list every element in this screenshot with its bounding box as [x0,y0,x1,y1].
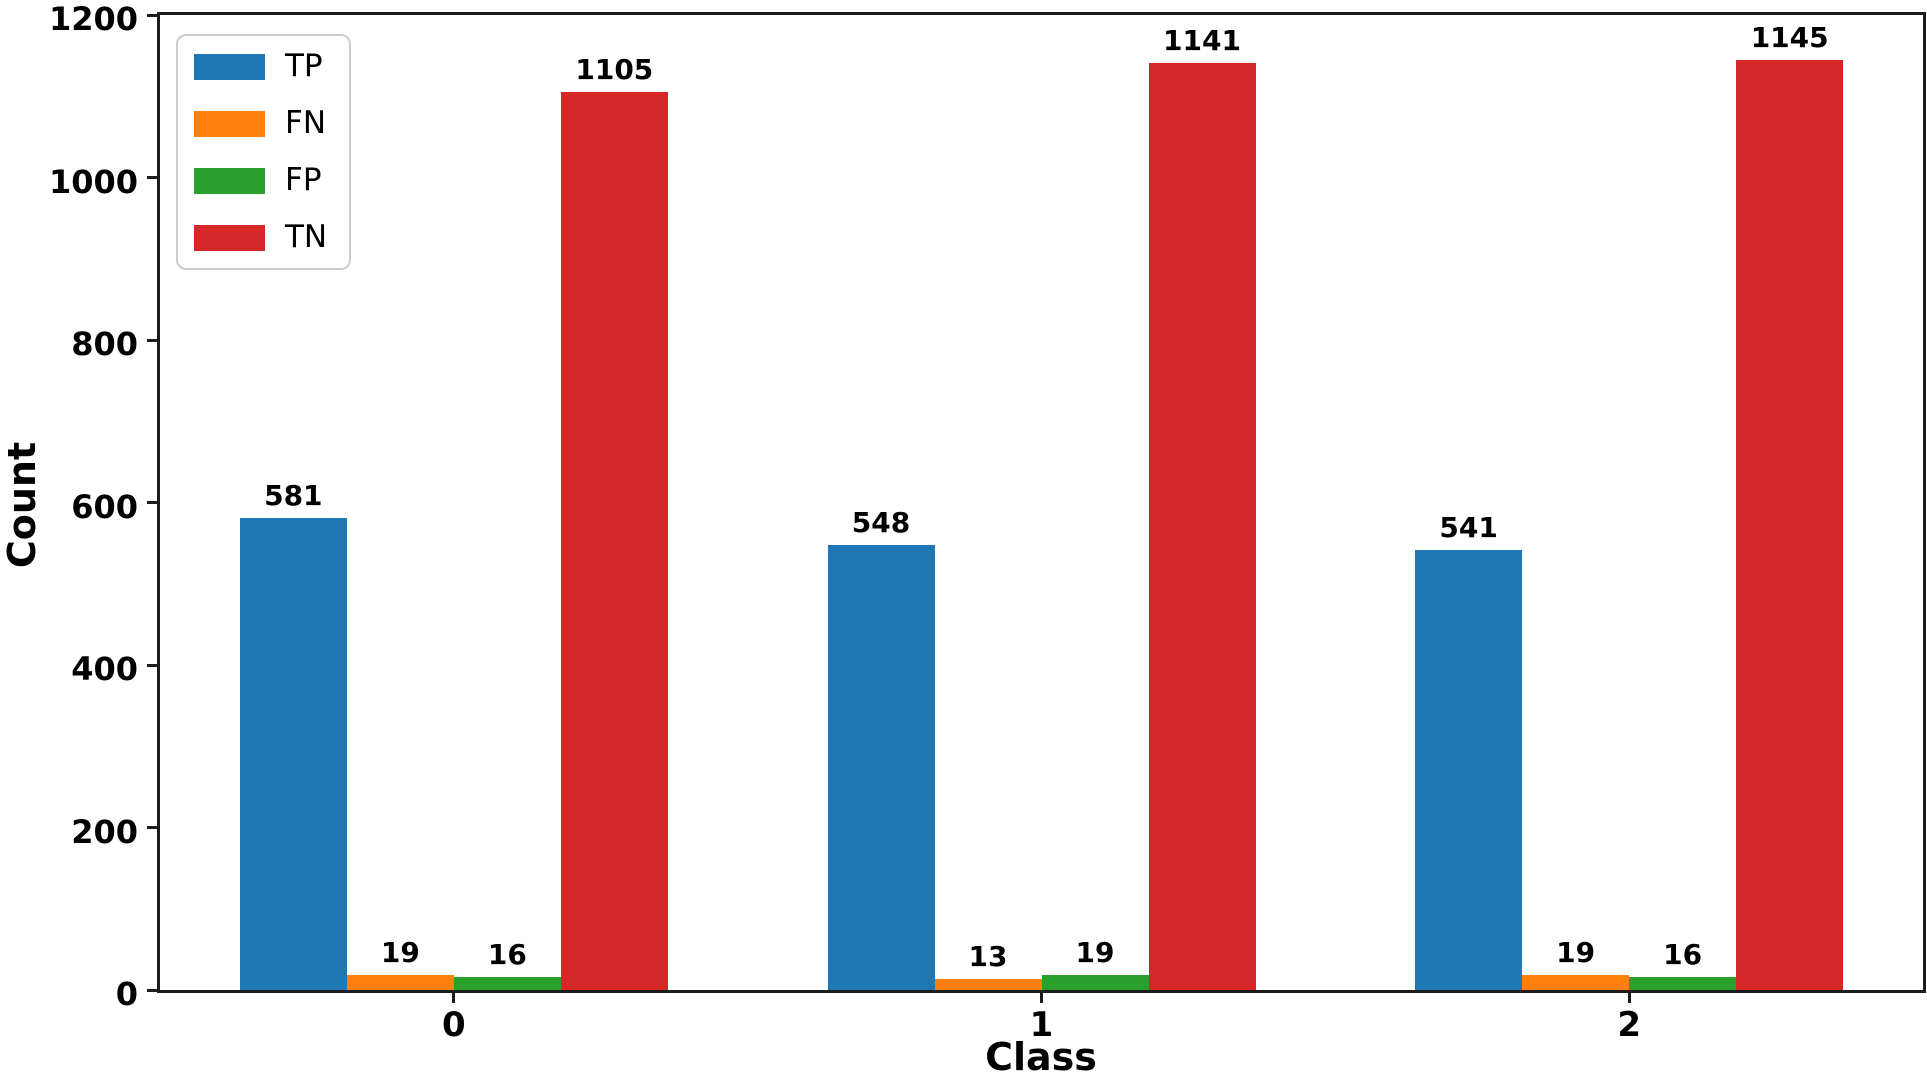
bar-fp-class-0 [453,977,561,990]
bar-tn-class-2 [1736,59,1844,990]
x-axis-label: Class [985,1035,1097,1079]
legend-label: TP [285,48,323,84]
bar-value-label: 548 [851,505,911,539]
bar-value-label: 1141 [1163,23,1241,57]
x-tick-label: 2 [1617,1005,1641,1045]
legend-swatch-tp-icon [194,53,265,80]
y-tick-mark [147,663,160,667]
y-tick-mark [147,13,160,17]
y-tick-mark [147,176,160,179]
y-tick-label: 1000 [48,162,138,201]
bar-value-label: 13 [968,940,1008,974]
bar-tp-class-1 [827,544,935,990]
bar-value-label: 16 [1663,938,1703,971]
y-axis-label: Count [0,441,44,569]
legend-label: FP [285,162,322,198]
legend-swatch-fn-icon [194,110,265,137]
bar-value-label: 19 [1075,935,1115,969]
y-tick-mark [147,501,160,504]
legend: TP FN FP TN [176,34,352,270]
y-tick-label: 1200 [48,0,138,38]
bar-tp-class-2 [1415,550,1523,990]
x-tick-mark [1627,990,1631,1003]
bar-tn-class-1 [1148,62,1256,990]
y-tick-mark [147,826,160,829]
bar-value-label: 16 [487,938,527,971]
y-tick-label: 400 [71,650,138,688]
bar-value-label: 581 [264,478,323,512]
bar-value-label: 1105 [575,53,654,87]
bar-fp-class-2 [1629,977,1737,990]
x-tick-mark [452,990,456,1003]
legend-label: FN [285,105,327,141]
x-tick-label: 1 [1029,1005,1054,1045]
legend-label: TN [285,219,328,255]
legend-item-fn: FN [194,108,327,139]
y-tick-label: 800 [71,325,138,363]
bar-fn-class-0 [346,974,454,990]
legend-item-tn: TN [194,222,327,253]
bar-value-label: 1145 [1750,20,1829,54]
y-tick-label: 200 [71,812,138,851]
y-tick-mark [147,988,160,992]
bar-fn-class-2 [1522,974,1630,990]
legend-swatch-tn-icon [194,224,265,251]
bar-fn-class-1 [934,979,1042,990]
x-tick-label: 0 [441,1005,466,1045]
y-tick-label: 0 [115,975,138,1013]
plot-area: TP FN FP TN [157,12,1926,993]
y-tick-label: 600 [71,487,138,526]
x-tick-mark [1040,990,1043,1003]
y-tick-mark [147,338,160,342]
bar-tp-class-0 [239,517,347,990]
bar-value-label: 541 [1439,511,1498,545]
legend-swatch-fp-icon [194,167,265,194]
bar-fp-class-1 [1041,974,1149,990]
legend-item-fp: FP [194,165,327,196]
bar-value-label: 19 [380,935,420,969]
bar-tn-class-0 [560,92,668,990]
legend-item-tp: TP [194,51,327,82]
bar-value-label: 19 [1556,935,1596,969]
